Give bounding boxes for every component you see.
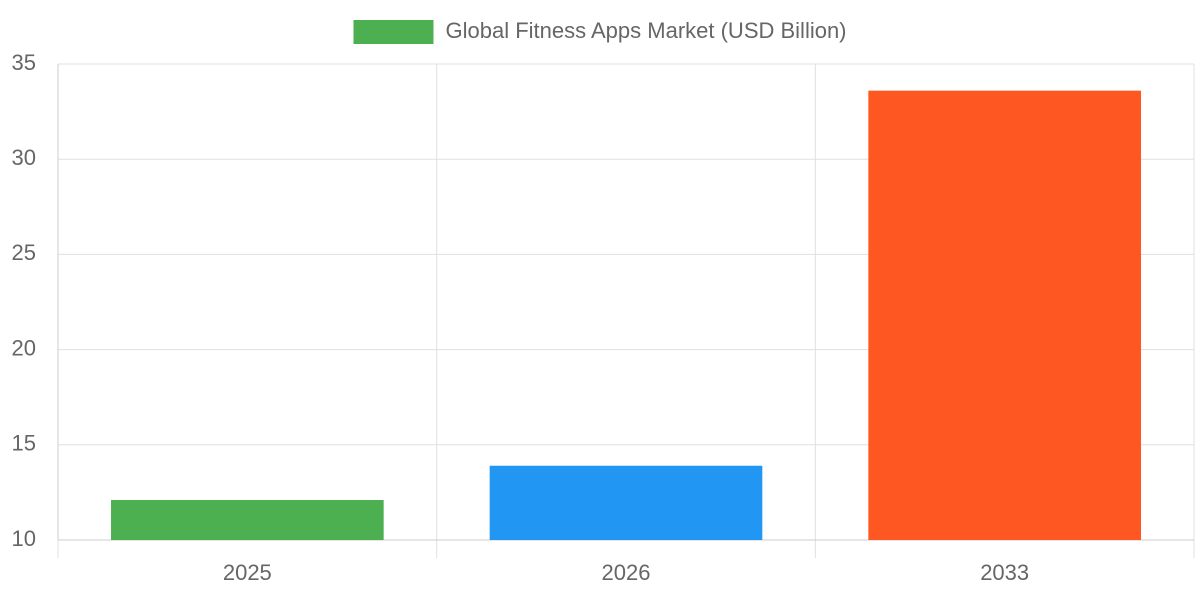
y-tick-label: 10 — [12, 526, 36, 551]
x-tick-label: 2026 — [602, 560, 651, 585]
x-tick-label: 2033 — [980, 560, 1029, 585]
legend-swatch — [353, 20, 434, 44]
y-tick-label: 30 — [12, 145, 36, 170]
y-tick-label: 25 — [12, 240, 36, 265]
y-tick-label: 20 — [12, 335, 36, 360]
bar — [111, 500, 384, 540]
bar — [868, 90, 1141, 540]
y-tick-label: 15 — [12, 431, 36, 456]
y-tick-label: 35 — [12, 50, 36, 75]
legend-label: Global Fitness Apps Market (USD Billion) — [445, 18, 846, 43]
bar — [489, 465, 763, 540]
x-tick-label: 2025 — [223, 560, 272, 585]
